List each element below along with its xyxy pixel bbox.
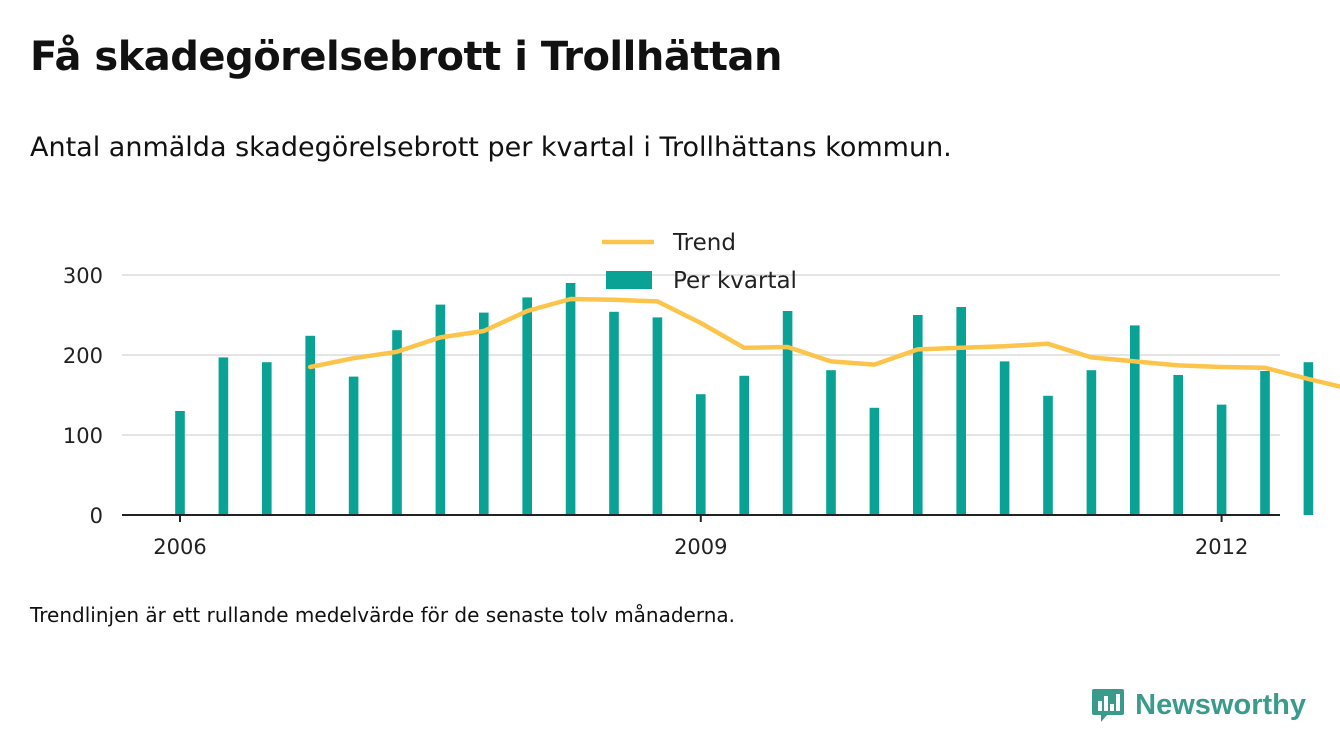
x-tick-label: 2012 <box>1195 535 1248 559</box>
legend-bar-swatch <box>606 271 652 289</box>
bar <box>348 376 359 515</box>
bar <box>175 411 185 515</box>
bar <box>652 317 663 515</box>
y-tick-label: 100 <box>63 424 103 448</box>
bar <box>609 311 619 515</box>
chart-subtitle: Antal anmälda skadegörelsebrott per kvar… <box>30 132 952 163</box>
bar <box>696 394 706 515</box>
bar <box>218 357 229 515</box>
bar <box>782 311 793 515</box>
axes: 01002003002006200920122015201820212024 <box>63 264 1280 559</box>
legend-trend-label: Trend <box>672 230 736 256</box>
bar-series <box>175 283 1314 515</box>
legend-bar-label: Per kvartal <box>673 268 797 294</box>
chart-title: Få skadegörelsebrott i Trollhättan <box>30 34 783 80</box>
footnote: Trendlinjen är ett rullande medelvärde f… <box>30 603 736 627</box>
bar <box>262 362 272 515</box>
y-tick-label: 300 <box>63 264 103 288</box>
bar <box>435 304 446 515</box>
bar <box>1260 371 1270 515</box>
x-tick-label: 2009 <box>674 535 727 559</box>
trend-series <box>307 296 1340 389</box>
trend-line <box>307 296 1340 389</box>
bar <box>1043 395 1053 515</box>
bar <box>305 335 315 515</box>
legend: Trend Per kvartal <box>602 230 797 294</box>
chart: 01002003002006200920122015201820212024 T… <box>63 230 1340 559</box>
brand-logo[interactable]: Newsworthy <box>1091 687 1306 723</box>
bar <box>999 361 1010 515</box>
bar <box>1130 325 1140 515</box>
newsworthy-logo-icon <box>1092 689 1125 722</box>
bar <box>956 307 966 515</box>
y-tick-label: 0 <box>90 504 103 528</box>
bar <box>826 370 836 515</box>
bar <box>1086 370 1097 515</box>
bar <box>739 375 749 515</box>
x-tick-label: 2006 <box>153 535 206 559</box>
bar <box>913 315 923 515</box>
brand-name: Newsworthy <box>1135 688 1306 721</box>
bar <box>565 283 576 515</box>
bar <box>392 330 402 515</box>
bar <box>522 297 532 515</box>
bar <box>869 407 880 515</box>
bar <box>479 312 489 515</box>
y-tick-label: 200 <box>63 344 103 368</box>
bar <box>1216 404 1227 515</box>
bar <box>1303 362 1314 515</box>
bar <box>1173 375 1183 515</box>
